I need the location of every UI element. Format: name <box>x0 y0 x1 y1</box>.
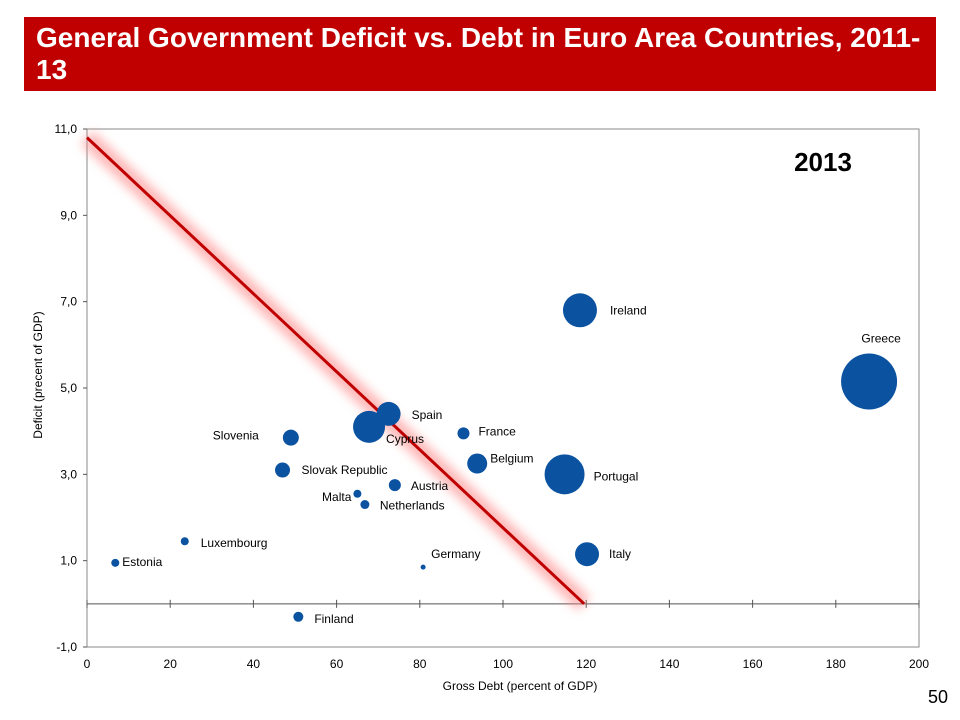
point-label: Belgium <box>490 452 533 466</box>
point-label: Luxembourg <box>201 536 268 550</box>
y-tick-label: 3,0 <box>60 467 77 481</box>
bubble-slovenia <box>282 429 299 446</box>
bubble-luxembourg <box>180 537 189 546</box>
x-axis-label: Gross Debt (percent of GDP) <box>443 679 598 693</box>
x-tick-label: 160 <box>743 657 763 671</box>
x-tick-label: 180 <box>826 657 846 671</box>
x-tick-label: 20 <box>164 657 178 671</box>
bubble-belgium <box>467 453 488 474</box>
point-label: Austria <box>411 479 449 493</box>
x-tick-label: 120 <box>576 657 596 671</box>
x-tick-label: 80 <box>413 657 427 671</box>
bubble-portugal <box>544 454 585 495</box>
point-label: Netherlands <box>380 499 445 513</box>
point-label: Germany <box>431 547 480 561</box>
point-label: Portugal <box>594 469 639 483</box>
point-label: Cyprus <box>386 432 424 446</box>
y-tick-label: 5,0 <box>60 381 77 395</box>
bubble-netherlands <box>360 500 370 510</box>
point-label: Italy <box>609 547 631 561</box>
point-label: Ireland <box>610 303 647 317</box>
bubble-germany <box>420 564 426 570</box>
point-label: Estonia <box>122 555 162 569</box>
point-label: Malta <box>322 490 352 504</box>
bubble-italy <box>575 542 600 567</box>
y-axis-label: Deficit (precent of GDP) <box>31 311 45 438</box>
bubble-ireland <box>562 293 597 328</box>
x-tick-label: 200 <box>909 657 929 671</box>
bubble-malta <box>353 489 362 498</box>
bubble-cyprus <box>353 410 386 443</box>
bubble-slovak-republic <box>275 462 291 478</box>
point-label: Slovenia <box>213 429 259 443</box>
plot-area <box>86 128 920 648</box>
point-label: France <box>478 424 516 438</box>
bubble-finland <box>293 611 304 622</box>
year-annotation: 2013 <box>794 147 852 177</box>
point-label: Spain <box>412 408 443 422</box>
point-label: Finland <box>314 612 353 626</box>
y-tick-label: 9,0 <box>60 208 77 222</box>
x-tick-label: 140 <box>659 657 679 671</box>
page-number: 50 <box>927 687 948 707</box>
point-label: Greece <box>861 332 901 346</box>
y-tick-label: 7,0 <box>60 295 77 309</box>
page-title: General Government Deficit vs. Debt in E… <box>36 22 921 85</box>
y-tick-label: -1,0 <box>56 640 77 654</box>
x-tick-label: 60 <box>330 657 344 671</box>
bubble-france <box>457 427 470 440</box>
x-tick-label: 40 <box>247 657 261 671</box>
bubble-greece <box>841 353 898 410</box>
title-bar: General Government Deficit vs. Debt in E… <box>24 17 936 91</box>
bubble-austria <box>388 479 401 492</box>
x-tick-label: 0 <box>84 657 91 671</box>
bubble-estonia <box>111 558 120 567</box>
trend-line <box>85 136 586 605</box>
y-tick-label: 11,0 <box>55 122 78 136</box>
y-tick-label: 1,0 <box>60 554 77 568</box>
point-label: Slovak Republic <box>302 463 388 477</box>
x-tick-label: 100 <box>493 657 513 671</box>
